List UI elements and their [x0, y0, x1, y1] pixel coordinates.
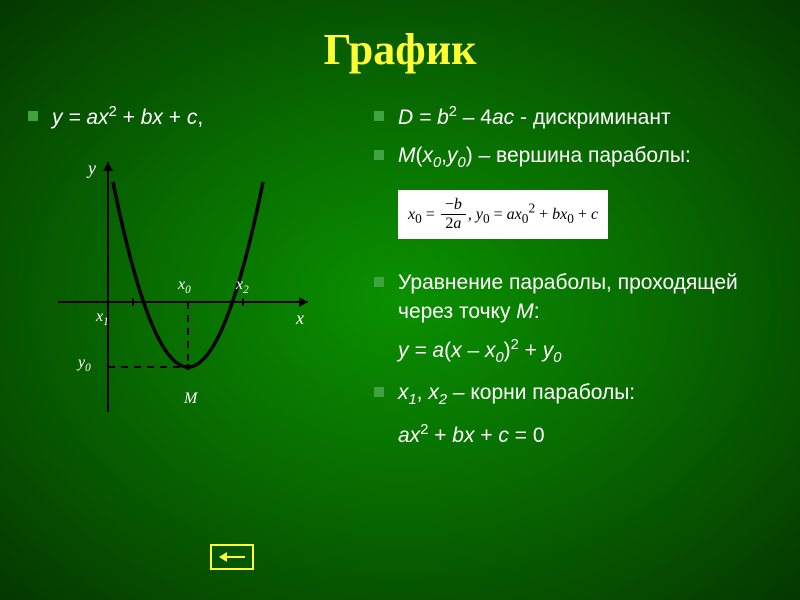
x1-label: x1: [96, 308, 109, 328]
bullet-marker-icon: [374, 150, 384, 160]
parabola-eq-intro-text: Уравнение параболы, проходящей через точ…: [398, 269, 772, 326]
x2-label: x2: [236, 276, 249, 296]
x0-label: x0: [178, 276, 191, 296]
vertex-M-label: M: [184, 390, 197, 408]
formula-y0: , y0 = ax02 + bx0 + c: [468, 206, 598, 223]
bullet-marker-icon: [28, 111, 38, 121]
equation-bullet: y = ax2 + bx + c,: [28, 103, 358, 132]
parabola-eq-intro-bullet: Уравнение параболы, проходящей через точ…: [374, 269, 772, 326]
x-axis-label: x: [296, 308, 304, 329]
roots-bullet: x1, x2 – корни параболы:: [374, 379, 772, 411]
formula-x0-lhs: x0 =: [408, 206, 439, 223]
discriminant-text: D = b2 – 4ac - дискриминант: [398, 103, 772, 132]
roots-eq-bullet: ax2 + bx + c = 0: [374, 421, 772, 450]
roots-text: x1, x2 – корни параболы:: [398, 379, 772, 411]
slide-title: График: [28, 24, 772, 75]
vertex-formula-box: x0 = −b2a, y0 = ax02 + bx0 + c: [398, 190, 608, 239]
y0-label: y0: [78, 354, 91, 374]
back-arrow-icon: [217, 550, 247, 564]
parabola-chart: y x x1 x0 x2 y0 M: [38, 152, 338, 432]
right-column: D = b2 – 4ac - дискриминант M(x0,y0) – в…: [374, 103, 772, 460]
equation-text: y = ax2 + bx + c,: [52, 103, 358, 132]
roots-eq-text: ax2 + bx + c = 0: [398, 421, 772, 450]
bullet-marker-icon: [374, 387, 384, 397]
bullet-marker-icon: [374, 111, 384, 121]
vertex-bullet: M(x0,y0) – вершина параболы:: [374, 142, 772, 174]
parabola-eq-bullet: y = a(x – x0)2 + y0: [374, 336, 772, 369]
vertex-text: M(x0,y0) – вершина параболы:: [398, 142, 772, 174]
formula-denominator: 2a: [441, 215, 466, 233]
y-axis-label: y: [88, 158, 96, 179]
back-button[interactable]: [210, 544, 254, 570]
left-column: y = ax2 + bx + c, y x x1 x0 x2 y0 M: [28, 103, 358, 460]
discriminant-bullet: D = b2 – 4ac - дискриминант: [374, 103, 772, 132]
bullet-marker-icon: [374, 277, 384, 287]
content-row: y = ax2 + bx + c, y x x1 x0 x2 y0 M D = …: [28, 103, 772, 460]
formula-numerator: −b: [441, 196, 466, 215]
parabola-eq-text: y = a(x – x0)2 + y0: [398, 336, 772, 369]
formula-fraction: −b2a: [441, 196, 466, 233]
